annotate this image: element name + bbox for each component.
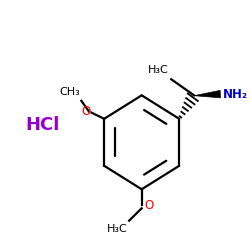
Text: CH₃: CH₃ — [60, 87, 80, 97]
Text: O: O — [144, 199, 154, 212]
Text: O: O — [81, 105, 90, 118]
Text: H₃C: H₃C — [107, 224, 128, 234]
Text: HCl: HCl — [25, 116, 60, 134]
Text: H₃C: H₃C — [148, 65, 169, 75]
Polygon shape — [194, 90, 220, 98]
Text: NH₂: NH₂ — [222, 88, 248, 101]
